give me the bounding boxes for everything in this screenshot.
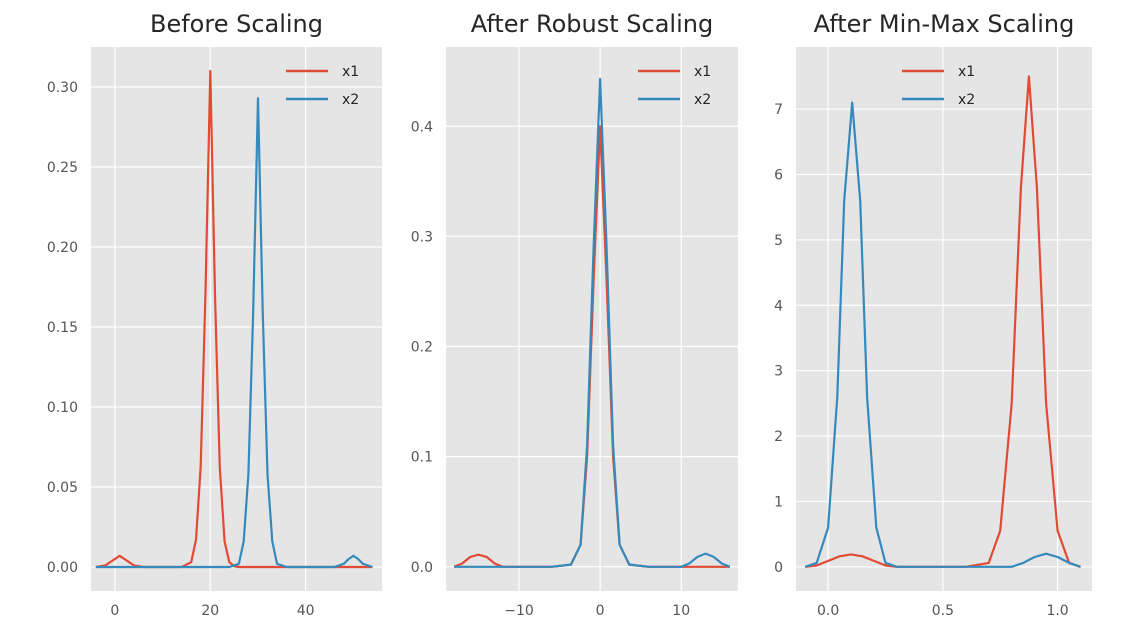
- y-tick-label: 0.00: [47, 560, 78, 576]
- legend-label: x1: [694, 64, 711, 80]
- subplot-3: 0 1 2 3 4 5 6 7 0.0 0.5 1.0 After Min-Max Scaling x1…: [774, 10, 1092, 619]
- y-tick-label: 0.0: [411, 560, 433, 576]
- legend: x1 x2: [902, 64, 975, 108]
- y-tick-label: 1: [774, 494, 783, 510]
- x-tick-label: 0.0: [817, 603, 839, 619]
- y-tick-label: 0.25: [47, 160, 78, 176]
- y-tick-label: 7: [774, 102, 783, 118]
- legend: x1 x2: [638, 64, 711, 108]
- y-tick-label: 0.3: [411, 229, 433, 245]
- legend: x1 x2: [286, 64, 359, 108]
- y-tick-label: 0: [774, 560, 783, 576]
- series-line-x1: [95, 69, 373, 569]
- x-tick-label: 1.0: [1046, 603, 1068, 619]
- series-line-x2: [804, 101, 1081, 568]
- y-tick-label: 0.1: [411, 450, 433, 466]
- chart-title: Before Scaling: [150, 10, 323, 38]
- y-tick-label: 0.20: [47, 240, 78, 256]
- y-tick-label: 0.10: [47, 400, 78, 416]
- legend-label: x1: [342, 64, 359, 80]
- y-tick-label: 6: [774, 168, 783, 184]
- x-tick-label: −10: [504, 603, 534, 619]
- y-tick-label: 2: [774, 429, 783, 445]
- y-tick-label: 0.4: [411, 119, 433, 135]
- x-tick-label: 0.5: [932, 603, 954, 619]
- series-line-x2: [95, 97, 373, 569]
- series-line-x1: [805, 75, 1081, 568]
- plot-background: [91, 47, 382, 591]
- y-tick-label: 4: [774, 298, 783, 314]
- x-tick-label: 20: [201, 603, 219, 619]
- legend-label: x2: [342, 92, 359, 108]
- legend-label: x2: [958, 92, 975, 108]
- y-tick-label: 0.30: [47, 80, 78, 96]
- y-tick-label: 5: [774, 233, 783, 249]
- x-tick-label: 0: [110, 603, 119, 619]
- chart-title: After Min-Max Scaling: [814, 10, 1075, 38]
- chart-title: After Robust Scaling: [471, 10, 713, 38]
- y-tick-label: 3: [774, 364, 783, 380]
- subplot-1: 0.00 0.05 0.10 0.15 0.20 0.25 0.30 0 20 40 Before …: [47, 10, 382, 619]
- series-line-x2: [454, 77, 731, 568]
- y-tick-label: 0.15: [47, 320, 78, 336]
- legend-label: x2: [694, 92, 711, 108]
- x-tick-label: 10: [672, 603, 690, 619]
- x-tick-label: 40: [297, 603, 315, 619]
- y-tick-label: 0.2: [411, 340, 433, 356]
- subplot-2: 0.0 0.1 0.2 0.3 0.4 −10 0 10 After Robust Scalin…: [411, 10, 738, 619]
- y-tick-label: 0.05: [47, 480, 78, 496]
- x-tick-label: 0: [596, 603, 605, 619]
- legend-label: x1: [958, 64, 975, 80]
